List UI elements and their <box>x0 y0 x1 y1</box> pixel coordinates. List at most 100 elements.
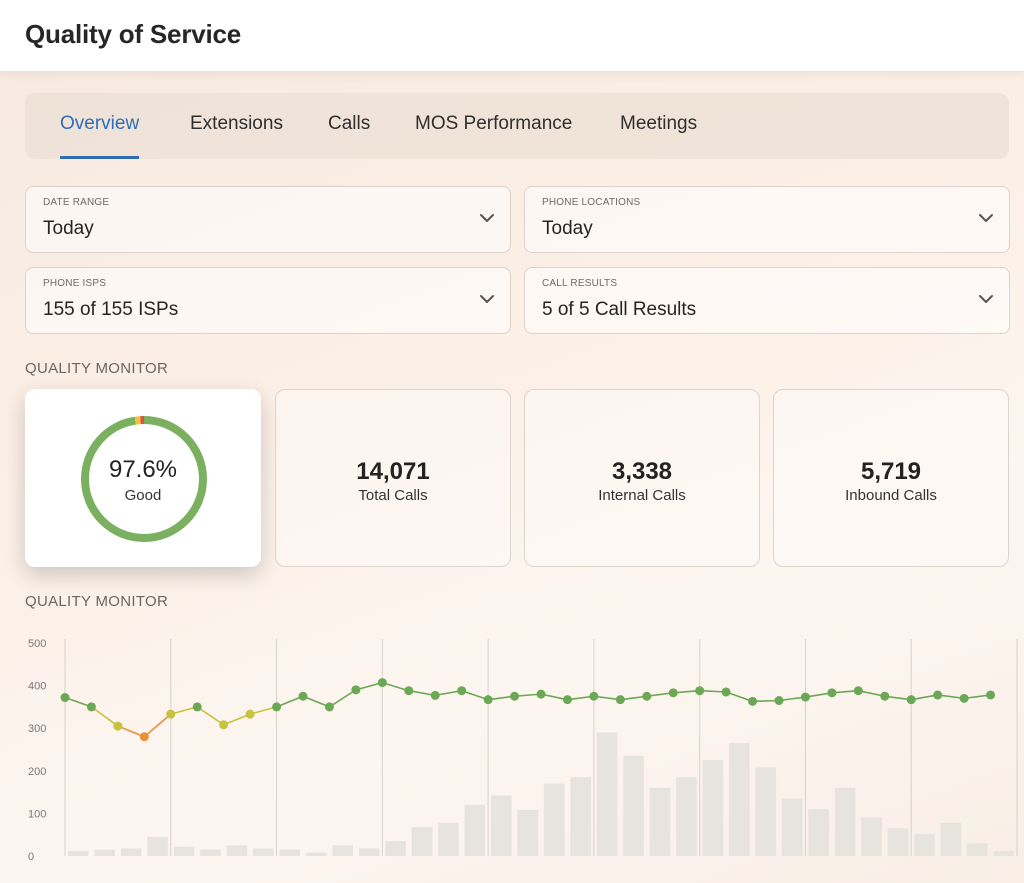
data-point <box>404 686 414 696</box>
call-results-value: 5 of 5 Call Results <box>542 299 697 320</box>
chevron-down-icon <box>979 214 993 222</box>
data-point <box>377 678 387 688</box>
inbound-calls-value: 5,719 <box>860 458 922 485</box>
tab-calls[interactable]: Calls <box>328 113 371 134</box>
line-segment <box>143 713 172 738</box>
bar <box>914 833 935 856</box>
line-segment <box>170 706 198 715</box>
line-segment <box>249 706 277 715</box>
chevron-down-icon <box>480 295 494 303</box>
data-point <box>483 695 493 705</box>
line-segment <box>302 695 330 708</box>
tab-overview[interactable]: Overview <box>60 93 140 159</box>
data-point <box>166 709 176 719</box>
line-segment <box>276 695 304 708</box>
donut-poor-segment <box>81 416 207 542</box>
data-point <box>615 695 625 705</box>
bar <box>596 732 618 856</box>
phone-locations-select[interactable]: PHONE LOCATIONS Today <box>524 186 1010 253</box>
y-tick-label: 200 <box>28 766 46 778</box>
data-point <box>906 695 916 705</box>
data-point <box>86 702 96 712</box>
bar <box>226 845 248 856</box>
bar <box>808 809 829 856</box>
bar <box>491 795 512 856</box>
line-segment <box>858 689 885 698</box>
data-point <box>457 686 467 696</box>
quality-donut-chart <box>81 416 207 542</box>
line-segment <box>223 713 251 726</box>
line-segment <box>90 706 119 727</box>
bar <box>702 760 724 856</box>
data-point <box>430 690 440 700</box>
bar <box>279 849 301 856</box>
data-point <box>695 686 705 696</box>
page-title: Quality of Service <box>25 19 242 49</box>
call-results-label: CALL RESULTS <box>542 278 618 289</box>
data-point <box>192 702 202 712</box>
data-point <box>800 692 810 702</box>
bar <box>67 850 89 856</box>
bar <box>438 822 459 856</box>
bar <box>358 848 380 856</box>
quality-score-card[interactable]: 97.6% Good <box>25 389 261 567</box>
y-tick-label: 500 <box>28 638 46 650</box>
line-segment <box>725 691 753 703</box>
internal-calls-value: 3,338 <box>611 458 673 485</box>
data-point <box>219 720 229 730</box>
data-point <box>748 696 758 706</box>
chevron-down-icon <box>480 214 494 222</box>
bar <box>411 827 433 856</box>
tab-mos-performance[interactable]: MOS Performance <box>415 113 573 134</box>
phone-locations-label: PHONE LOCATIONS <box>542 197 641 208</box>
total-calls-value: 14,071 <box>356 458 430 485</box>
line-segment <box>540 693 568 701</box>
bar <box>120 848 142 856</box>
data-point <box>60 693 70 703</box>
data-point <box>959 693 969 703</box>
data-point <box>668 688 678 698</box>
chevron-down-icon <box>979 295 993 303</box>
internal-calls-label: Internal Calls <box>598 487 686 504</box>
tab-bar: Overview Extensions Calls MOS Performanc… <box>25 93 1009 159</box>
page-header: Quality of Service <box>0 0 1024 72</box>
data-point <box>245 709 255 719</box>
bar <box>517 809 539 856</box>
inbound-calls-label: Inbound Calls <box>845 487 937 504</box>
line-segment <box>461 689 489 701</box>
bar <box>543 783 565 856</box>
tab-meetings[interactable]: Meetings <box>620 113 698 134</box>
phone-isps-label: PHONE ISPS <box>43 278 107 289</box>
internal-calls-card[interactable]: 3,338 Internal Calls <box>524 389 760 567</box>
data-point <box>510 691 520 701</box>
bar <box>967 843 988 856</box>
line-segment <box>117 725 145 738</box>
bar <box>305 852 327 856</box>
bar <box>993 850 1015 856</box>
data-point <box>986 690 996 700</box>
data-point <box>827 688 837 698</box>
data-point <box>853 686 863 696</box>
data-point <box>272 702 282 712</box>
call-results-select[interactable]: CALL RESULTS 5 of 5 Call Results <box>524 267 1010 334</box>
total-calls-card[interactable]: 14,071 Total Calls <box>275 389 511 567</box>
quality-percent: 97.6% <box>108 456 178 483</box>
bar <box>200 849 221 856</box>
bar <box>834 787 856 856</box>
phone-isps-select[interactable]: PHONE ISPS 155 of 155 ISPs <box>25 267 511 334</box>
bar <box>729 743 750 856</box>
tab-extensions[interactable]: Extensions <box>190 113 283 134</box>
bar <box>332 845 353 856</box>
quality-label: Good <box>124 487 162 504</box>
inbound-calls-card[interactable]: 5,719 Inbound Calls <box>773 389 1009 567</box>
y-tick-label: 400 <box>28 681 46 693</box>
bar <box>385 841 406 856</box>
bar <box>570 777 591 856</box>
data-point <box>139 732 149 742</box>
date-range-select[interactable]: DATE RANGE Today <box>25 186 511 253</box>
quality-monitor-chart: 0 100 200 300 400 500 <box>28 638 1018 863</box>
bar <box>861 817 882 856</box>
line-segment <box>64 696 92 708</box>
data-point <box>113 721 123 731</box>
y-tick-label: 0 <box>28 851 34 863</box>
